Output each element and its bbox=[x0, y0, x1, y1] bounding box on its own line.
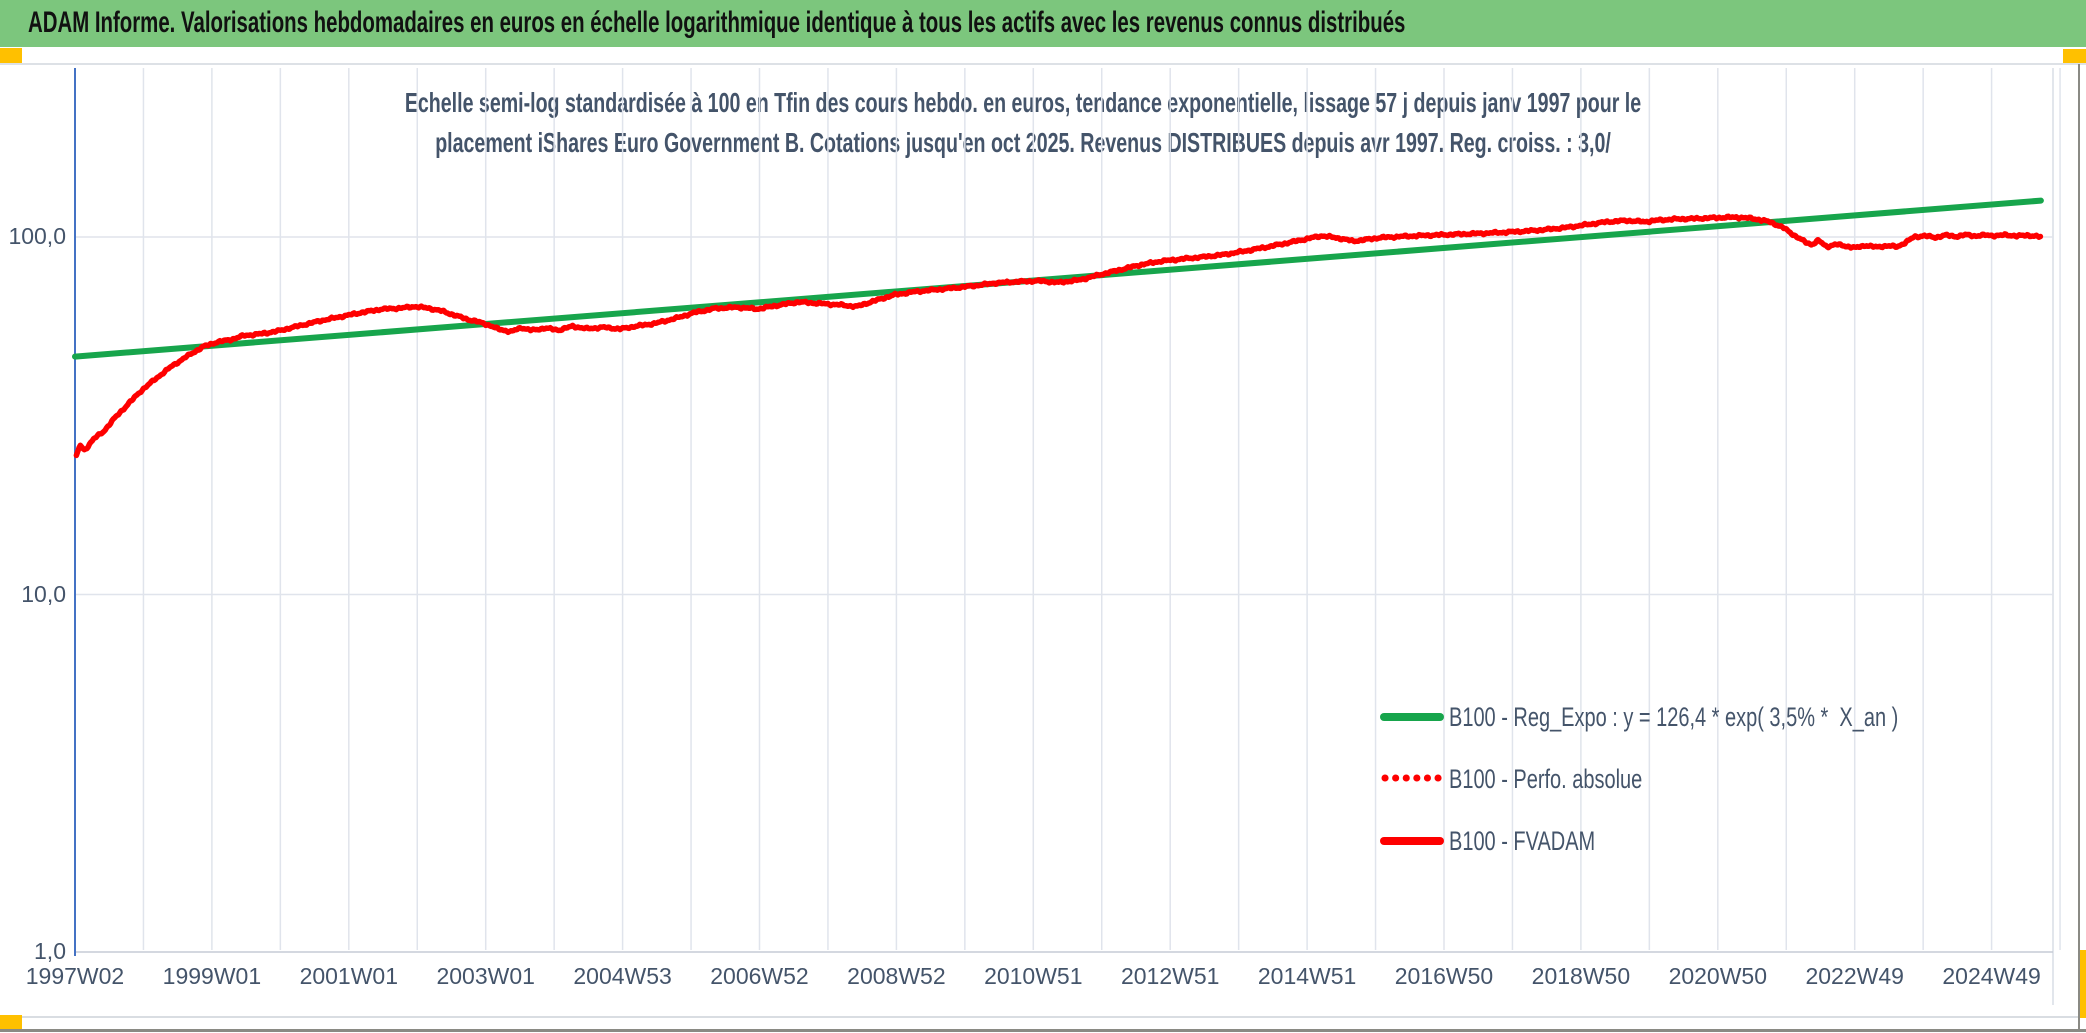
legend-swatch-perfo-absolue bbox=[1380, 770, 1444, 788]
x-tick-label: 2022W49 bbox=[1805, 963, 1904, 989]
x-tick-label: 2012W51 bbox=[1120, 963, 1220, 989]
legend-label-reg-expo: B100 - Reg_Expo : y = 126,4 * exp( 3,5% … bbox=[1449, 701, 1899, 732]
x-tick-label: 2014W51 bbox=[1257, 963, 1357, 989]
x-tick-label: 1999W01 bbox=[162, 963, 262, 989]
top-divider bbox=[0, 63, 2086, 65]
x-tick-label: 2003W01 bbox=[436, 963, 535, 989]
green-line-swatch-icon bbox=[1380, 713, 1444, 721]
x-tick-label: 2018W50 bbox=[1531, 963, 1631, 989]
x-tick-label: 2008W52 bbox=[847, 963, 946, 989]
red-line-swatch-icon bbox=[1380, 837, 1444, 845]
corner-marker-top-right bbox=[2063, 49, 2086, 64]
x-tick-label: 2006W52 bbox=[710, 963, 809, 989]
chart-title: Echelle semi-log standardisée à 100 en T… bbox=[0, 83, 2046, 163]
x-tick-label: 2020W50 bbox=[1668, 963, 1768, 989]
corner-marker-bottom-right bbox=[2079, 950, 2086, 1018]
x-tick-label: 2010W51 bbox=[984, 963, 1083, 989]
corner-marker-bottom-left bbox=[0, 1015, 22, 1030]
app-title: ADAM Informe. Valorisations hebdomadaire… bbox=[28, 6, 1406, 39]
legend-item-perfo-absolue: B100 - Perfo. absolue bbox=[1380, 748, 2056, 810]
corner-marker-top-left bbox=[0, 48, 22, 63]
bottom-border bbox=[0, 1029, 2086, 1032]
series-line-0 bbox=[72, 197, 2044, 360]
chart-title-line-2: placement iShares Euro Government B. Cot… bbox=[435, 127, 1611, 158]
y-tick-100: 100,0 bbox=[8, 223, 66, 249]
legend-item-fvadam: B100 - FVADAM bbox=[1380, 810, 2056, 872]
bottom-divider-light bbox=[0, 1016, 2086, 1018]
legend-swatch-fvadam bbox=[1380, 837, 1444, 845]
legend-label-perfo-absolue: B100 - Perfo. absolue bbox=[1449, 763, 1643, 794]
chart-title-line-1: Echelle semi-log standardisée à 100 en T… bbox=[404, 87, 1642, 118]
chart-legend: B100 - Reg_Expo : y = 126,4 * exp( 3,5% … bbox=[1380, 686, 2056, 872]
app-title-bar: ADAM Informe. Valorisations hebdomadaire… bbox=[0, 0, 2086, 47]
x-tick-label: 2004W53 bbox=[573, 963, 672, 989]
series-line-2 bbox=[73, 213, 2044, 459]
legend-swatch-reg-expo bbox=[1380, 713, 1444, 721]
dotted-line-swatch-icon bbox=[1381, 774, 1444, 782]
right-border bbox=[2078, 64, 2080, 1030]
x-tick-label: 2024W49 bbox=[1942, 963, 2041, 989]
legend-item-reg-expo: B100 - Reg_Expo : y = 126,4 * exp( 3,5% … bbox=[1380, 686, 2056, 748]
y-tick-1: 1,0 bbox=[34, 938, 66, 964]
x-tick-label: 1997W02 bbox=[25, 963, 125, 989]
x-tick-label: 2001W01 bbox=[299, 963, 399, 989]
y-tick-10: 10,0 bbox=[21, 580, 66, 607]
legend-label-fvadam: B100 - FVADAM bbox=[1449, 825, 1596, 856]
x-tick-label: 2016W50 bbox=[1394, 963, 1494, 989]
